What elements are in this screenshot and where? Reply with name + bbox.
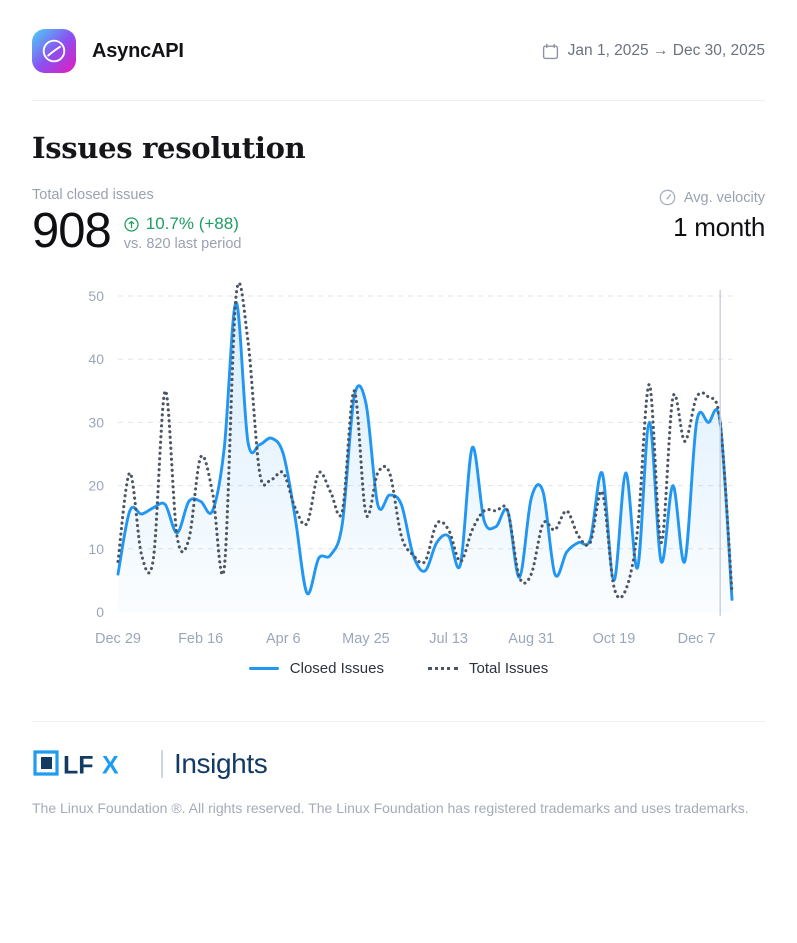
y-axis-tick-label: 0 bbox=[96, 604, 104, 620]
x-axis-tick-label: May 25 bbox=[342, 631, 390, 647]
y-axis-tick-label: 40 bbox=[88, 351, 104, 367]
logo-separator bbox=[161, 749, 163, 778]
page-footer: LF X Insights The Linux Foundation ®. Al… bbox=[32, 748, 765, 820]
gauge-icon bbox=[659, 189, 676, 206]
legend-label-total-issues: Total Issues bbox=[469, 659, 549, 677]
legend-swatch-solid-icon bbox=[248, 666, 279, 670]
footer-copyright: The Linux Foundation ®. All rights reser… bbox=[32, 799, 749, 816]
x-axis-tick-label: Dec 7 bbox=[678, 631, 716, 647]
svg-text:X: X bbox=[102, 751, 119, 779]
chart-series-closed-issues bbox=[116, 300, 734, 601]
asyncapi-logo-icon bbox=[32, 29, 76, 73]
chart-series-total-issues bbox=[116, 281, 734, 600]
legend-item-total-issues[interactable]: Total Issues bbox=[428, 660, 548, 677]
calendar-icon bbox=[542, 43, 558, 59]
delta-value: 10.7% (+88) bbox=[145, 214, 239, 234]
footer-divider bbox=[32, 720, 765, 722]
date-range-label: Jan 1, 2025 → Dec 30, 2025 bbox=[567, 42, 765, 59]
brand-name: AsyncAPI bbox=[92, 39, 184, 62]
y-axis-tick-label: 50 bbox=[88, 288, 104, 304]
legend-label-closed-issues: Closed Issues bbox=[289, 659, 384, 677]
chart-legend: Closed Issues Total Issues bbox=[0, 660, 797, 677]
legend-item-closed-issues[interactable]: Closed Issues bbox=[248, 659, 384, 677]
y-axis-tick-label: 20 bbox=[88, 478, 104, 494]
delta-comparison: vs. 820 last period bbox=[123, 236, 242, 253]
y-axis-tick-label: 30 bbox=[88, 414, 104, 430]
logo-insights-text: Insights bbox=[174, 747, 268, 779]
x-axis-tick-label: Oct 19 bbox=[593, 631, 636, 647]
page-header: AsyncAPI Jan 1, 2025 → Dec 30, 2025 bbox=[0, 0, 797, 80]
avg-velocity-value: 1 month bbox=[673, 212, 765, 242]
legend-swatch-dotted-icon bbox=[428, 666, 458, 670]
avg-velocity-stat: Avg. velocity 1 month bbox=[659, 187, 765, 243]
x-axis-tick-label: Jul 13 bbox=[429, 631, 468, 647]
avg-velocity-label: Avg. velocity bbox=[683, 189, 765, 206]
chart-canvas[interactable]: 0 10 20 30 40 50 Dec 29 Feb 16 Apr 6 May 25 Jul 13… bbox=[0, 281, 797, 652]
y-axis-tick-label: 10 bbox=[88, 541, 104, 557]
delta-block: 10.7% (+88) vs. 820 last period bbox=[124, 210, 242, 252]
date-range-selector[interactable]: Jan 1, 2025 → Dec 30, 2025 bbox=[542, 42, 765, 60]
arrow-up-circle-icon bbox=[124, 217, 139, 232]
page-title: Issues resolution bbox=[32, 131, 306, 165]
stats-row: Total closed issues 908 10.7% (+88) vs. … bbox=[32, 187, 765, 258]
total-closed-issues-stat: Total closed issues 908 10.7% (+88) vs. … bbox=[32, 187, 241, 258]
chart-area-fill bbox=[118, 302, 732, 612]
lfx-square-icon: LF X bbox=[33, 750, 119, 779]
x-axis-tick-label: Dec 29 bbox=[95, 631, 141, 647]
issues-resolution-chart[interactable]: 0 10 20 30 40 50 Dec 29 Feb 16 Apr 6 May 25 Jul 13… bbox=[0, 281, 797, 652]
x-axis-tick-label: Aug 31 bbox=[508, 631, 554, 647]
brand: AsyncAPI bbox=[32, 29, 184, 73]
total-closed-issues-label: Total closed issues bbox=[32, 187, 154, 203]
x-axis-tick-label: Feb 16 bbox=[178, 631, 223, 647]
lfx-insights-logo: LF X Insights bbox=[32, 748, 765, 780]
x-axis-tick-label: Apr 6 bbox=[266, 631, 301, 647]
total-closed-issues-value: 908 bbox=[32, 204, 112, 258]
svg-text:LF: LF bbox=[63, 751, 94, 779]
header-divider bbox=[32, 100, 765, 101]
